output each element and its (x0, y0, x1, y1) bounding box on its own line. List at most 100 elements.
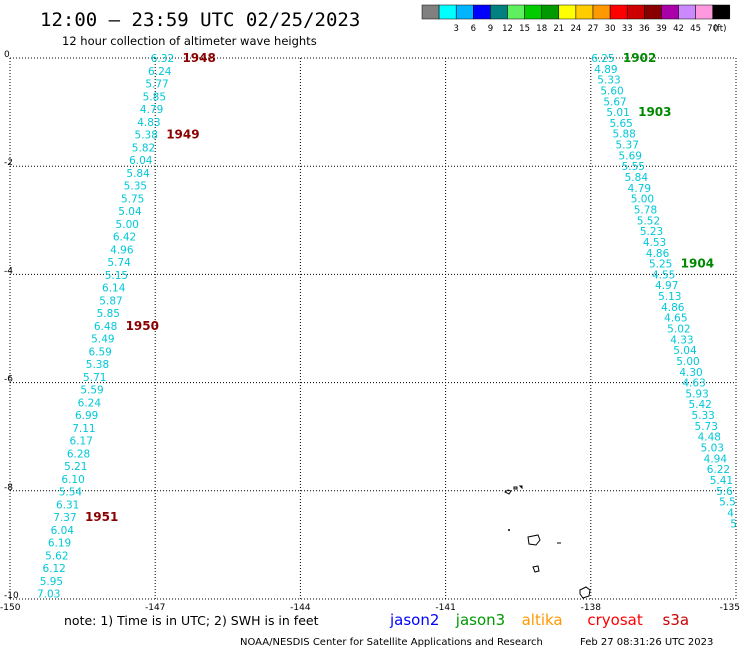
satellite-label: cryosat (587, 611, 642, 629)
legend-label: 24 (570, 24, 581, 34)
grid-lines (9, 57, 737, 600)
legend-swatch (644, 4, 662, 20)
legend-label: 15 (519, 24, 530, 34)
wave-height-value: 5.84 (625, 172, 649, 184)
x-axis-ticks: -150 -147 -144 -141 -138 -135 (0, 603, 740, 613)
wave-height-value: 7.03 (37, 589, 60, 601)
wave-height-value: 5.49 (91, 334, 114, 346)
satellite-label: s3a (663, 611, 690, 629)
time-label: 1948 (182, 51, 215, 65)
wave-height-value: 4.79 (628, 183, 651, 195)
wave-height-value: 4.96 (110, 244, 134, 256)
wave-height-value: 5.71 (83, 372, 106, 384)
legend-swatch (609, 4, 628, 20)
y-axis-ticks: 0 -2 -4 -6 -8 -10 (4, 50, 19, 601)
legend-label: 3 (453, 24, 458, 34)
legend-swatch (541, 4, 560, 20)
wave-height-value: 5.69 (619, 150, 642, 162)
legend-swatch (507, 4, 525, 20)
x-tick-label: -141 (435, 603, 455, 613)
legend-swatch (678, 4, 696, 20)
wave-height-value: 7.37 (53, 512, 76, 524)
wave-height-value: 4.86 (646, 248, 670, 260)
wave-height-value: 5.5 (719, 497, 736, 509)
wave-height-value: 6.48 (94, 321, 117, 333)
footnote: note: 1) Time is in UTC; 2) SWH is in fe… (64, 613, 319, 628)
time-label: 1949 (166, 128, 199, 142)
wave-height-value: 5.87 (99, 295, 122, 307)
legend-label: 12 (502, 24, 513, 34)
wave-height-value: 5.33 (691, 410, 714, 422)
wave-height-value: 4.89 (594, 64, 617, 76)
wave-tracks: 6.326.245.775.854.794.835.385.826.045.84… (37, 51, 737, 601)
wave-height-value: 5.60 (600, 85, 623, 97)
color-legend: 3 6 9 12 15 18 21 24 27 30 33 36 39 42 45 70(ft) (421, 4, 731, 34)
x-tick-label: -144 (290, 603, 311, 613)
satellite-label: altika (522, 611, 563, 629)
legend-label: 33 (622, 24, 633, 34)
wave-height-value: 6.17 (70, 436, 93, 448)
legend-swatch (490, 4, 508, 20)
wave-height-value: 5.37 (616, 140, 639, 152)
legend-swatch (438, 4, 457, 20)
wave-height-value: 4.48 (698, 432, 721, 444)
wave-height-value: 6.14 (102, 283, 126, 295)
wave-height-value: 5.23 (640, 226, 663, 238)
wave-height-value: 6.24 (148, 66, 172, 78)
wave-height-value: 6.99 (75, 410, 98, 422)
wave-height-value: 6.28 (67, 448, 90, 460)
y-tick-label: -8 (4, 483, 13, 493)
legend-swatch (695, 4, 713, 20)
wave-height-value: 4.55 (652, 269, 675, 281)
wave-height-value: 5.52 (637, 215, 660, 227)
x-tick-label: -138 (581, 603, 602, 613)
legend-label: 9 (488, 24, 493, 34)
wave-height-value: 5.84 (126, 168, 150, 180)
legend-swatch (558, 4, 577, 20)
wave-height-value: 4.33 (670, 334, 693, 346)
wave-height-value: 4 (727, 507, 734, 519)
wave-height-value: 5.73 (695, 421, 718, 433)
wave-height-value: 5.04 (673, 345, 697, 357)
wave-height-value: 4.94 (704, 453, 728, 465)
legend-label: 45 (690, 24, 701, 34)
legend-swatch (455, 4, 474, 20)
wave-height-value: 5.74 (107, 257, 131, 269)
legend-swatch (524, 4, 542, 20)
wave-height-value: 6.25 (591, 53, 614, 65)
wave-height-value: 6.12 (42, 563, 65, 575)
legend-label: 36 (639, 24, 650, 34)
wave-height-value: 5.54 (59, 487, 83, 499)
wave-height-value: 5.01 (606, 107, 629, 119)
wave-height-value: 5.65 (609, 118, 632, 130)
wave-height-value: 5.00 (631, 194, 654, 206)
legend-label: 6 (471, 24, 476, 34)
wave-height-value: 7.11 (72, 423, 95, 435)
wave-height-value: 5.38 (86, 359, 109, 371)
x-tick-label: -135 (720, 603, 740, 613)
wave-height-value: 6.04 (129, 155, 153, 167)
legend-swatch (626, 4, 645, 20)
legend-label: 30 (605, 24, 616, 34)
legend-label: 42 (673, 24, 684, 34)
wave-height-value: 5.62 (45, 550, 68, 562)
y-tick-label: 0 (4, 50, 10, 60)
wave-height-value: 5.78 (634, 204, 657, 216)
wave-height-value: 5.41 (710, 475, 733, 487)
legend-label: 39 (656, 24, 667, 34)
legend-label: 27 (588, 24, 599, 34)
page-subtitle: 12 hour collection of altimeter wave hei… (62, 34, 317, 48)
wave-height-value: 6.10 (61, 474, 84, 486)
y-tick-label: -10 (4, 591, 19, 601)
wave-height-value: 6.22 (707, 464, 730, 476)
wave-height-value: 5.15 (105, 270, 128, 282)
wave-height-value: 4.65 (664, 313, 687, 325)
legend-swatch (712, 4, 731, 20)
wave-height-value: 6.32 (151, 53, 174, 65)
wave-height-value: 5.88 (612, 129, 635, 141)
timestamp-text: Feb 27 08:31:26 UTC 2023 (580, 637, 713, 648)
wave-height-value: 5.77 (145, 79, 168, 91)
wave-height-value: 5.38 (135, 130, 158, 142)
legend-label: 70 (707, 24, 718, 34)
